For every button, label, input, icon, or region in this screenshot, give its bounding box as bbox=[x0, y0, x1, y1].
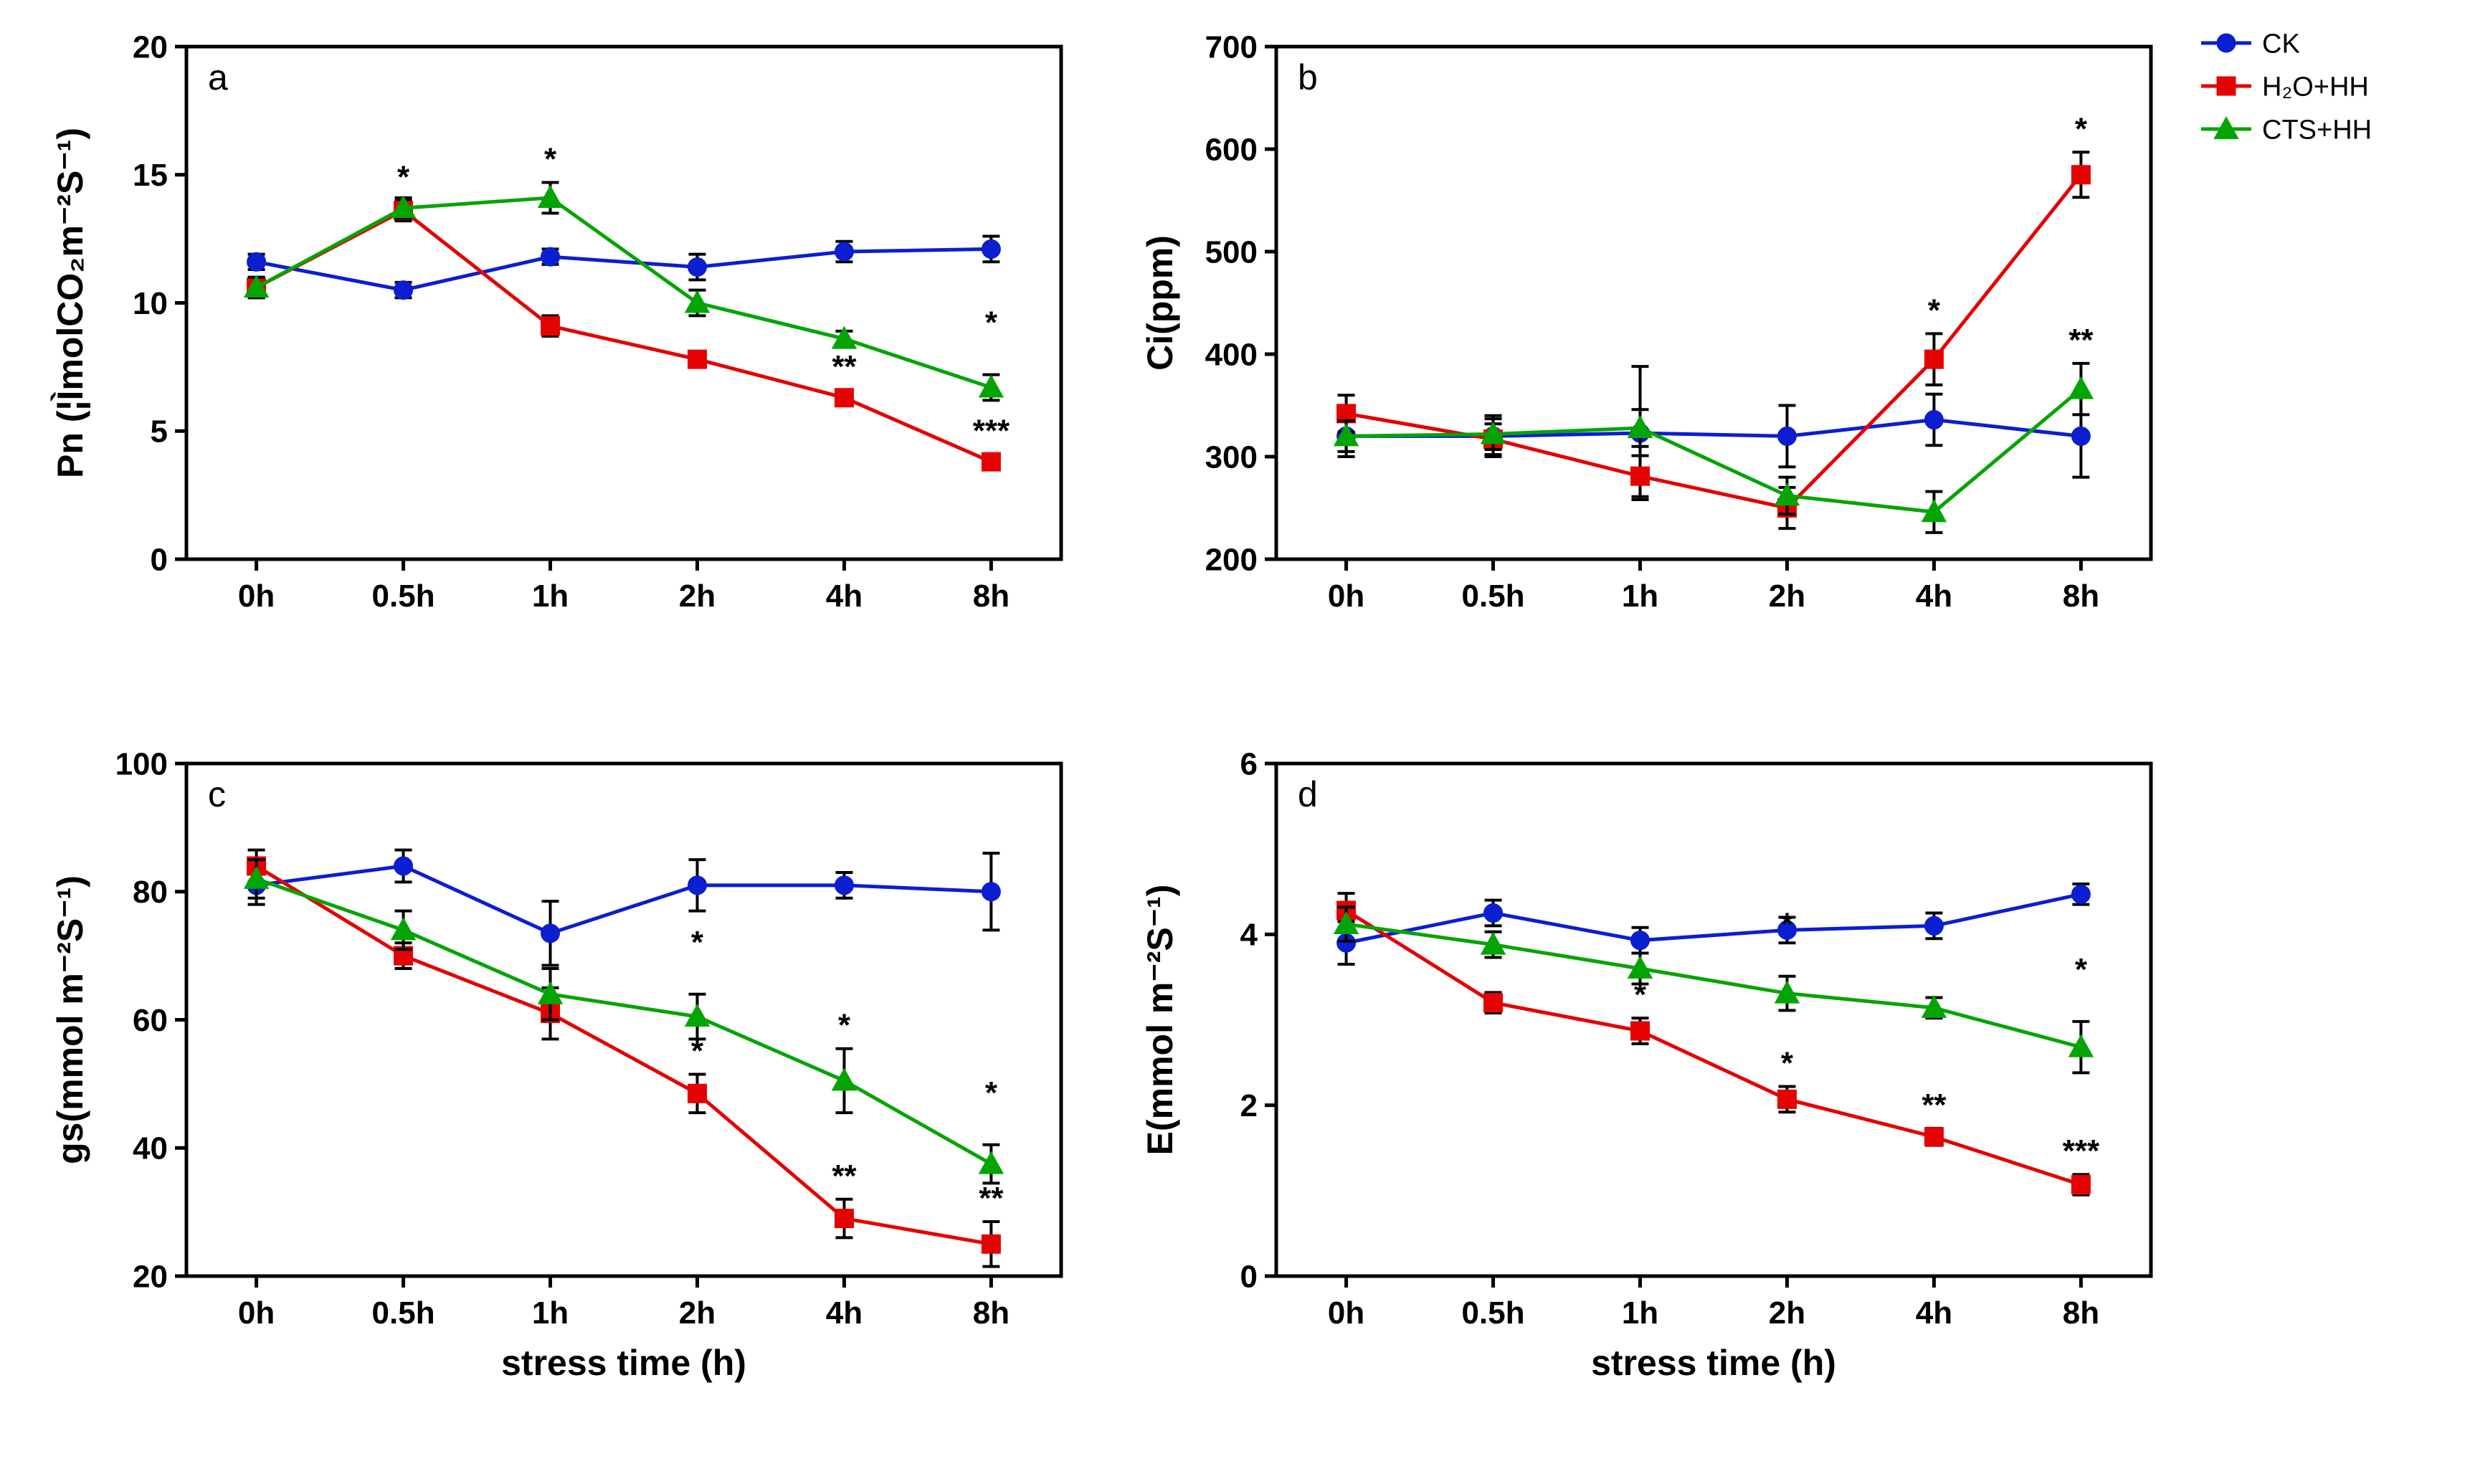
svg-text:8h: 8h bbox=[973, 1295, 1010, 1331]
svg-text:d: d bbox=[1298, 774, 1318, 814]
svg-text:*: * bbox=[691, 925, 704, 960]
legend: CK H₂O+HH CTS+HH bbox=[2201, 29, 2372, 145]
svg-text:100: 100 bbox=[115, 746, 168, 781]
svg-text:*: * bbox=[2075, 111, 2088, 146]
svg-text:0: 0 bbox=[151, 542, 168, 577]
svg-text:0.5h: 0.5h bbox=[1462, 1295, 1525, 1331]
svg-text:8h: 8h bbox=[2063, 1295, 2099, 1331]
series-CK bbox=[1337, 884, 2091, 964]
svg-text:4h: 4h bbox=[826, 579, 863, 614]
svg-text:0.5h: 0.5h bbox=[372, 579, 435, 614]
svg-text:300: 300 bbox=[1205, 439, 1258, 475]
svg-text:1h: 1h bbox=[532, 579, 569, 614]
svg-text:1h: 1h bbox=[1622, 579, 1658, 614]
svg-text:0.5h: 0.5h bbox=[372, 1295, 435, 1331]
figure-svg: 05101520Pn (¦ÌmolCO₂m⁻²S⁻¹)0h0.5h1h2h4h8… bbox=[0, 0, 2470, 1484]
series-CTS+HH: ** bbox=[1334, 907, 2094, 1073]
svg-text:0: 0 bbox=[1240, 1259, 1258, 1294]
svg-text:400: 400 bbox=[1205, 337, 1258, 372]
svg-text:2: 2 bbox=[1240, 1088, 1258, 1123]
svg-text:**: ** bbox=[979, 1181, 1004, 1216]
svg-text:b: b bbox=[1298, 57, 1318, 97]
svg-text:H₂O+HH: H₂O+HH bbox=[2262, 72, 2369, 102]
svg-text:Ci(ppm): Ci(ppm) bbox=[1140, 235, 1180, 371]
svg-text:a: a bbox=[208, 57, 228, 97]
svg-text:6: 6 bbox=[1240, 746, 1258, 781]
series-CTS+HH: ** bbox=[244, 141, 1004, 400]
svg-text:0h: 0h bbox=[1328, 1295, 1364, 1331]
svg-text:*: * bbox=[985, 305, 998, 341]
svg-text:***: *** bbox=[2063, 1133, 2100, 1169]
svg-text:15: 15 bbox=[133, 158, 168, 193]
svg-text:0h: 0h bbox=[238, 579, 275, 614]
svg-text:CTS+HH: CTS+HH bbox=[2262, 115, 2372, 145]
svg-text:*: * bbox=[1781, 1045, 1794, 1080]
svg-text:*: * bbox=[544, 141, 557, 176]
svg-text:**: ** bbox=[832, 1159, 857, 1194]
svg-text:**: ** bbox=[832, 349, 857, 384]
svg-text:4h: 4h bbox=[826, 1295, 863, 1331]
svg-text:40: 40 bbox=[133, 1131, 168, 1166]
svg-text:4: 4 bbox=[1240, 918, 1258, 953]
svg-text:gs(mmol m⁻²S⁻¹): gs(mmol m⁻²S⁻¹) bbox=[50, 875, 90, 1164]
svg-text:2h: 2h bbox=[679, 1295, 716, 1331]
svg-text:20: 20 bbox=[133, 29, 168, 65]
svg-text:4h: 4h bbox=[1916, 579, 1952, 614]
svg-text:stress time (h): stress time (h) bbox=[1591, 1343, 1836, 1383]
series-CTS+HH: ** bbox=[1334, 323, 2094, 533]
svg-text:*: * bbox=[2075, 952, 2088, 987]
series-CK bbox=[247, 850, 1001, 966]
svg-text:CK: CK bbox=[2262, 29, 2300, 59]
panel-d: 0 2 4 6 E(mmol m⁻²S⁻¹) 0h 0.5h 1h 2h 4h 8h stress t… bbox=[1140, 746, 2151, 1383]
svg-text:stress time (h): stress time (h) bbox=[501, 1343, 746, 1383]
svg-text:60: 60 bbox=[133, 1003, 168, 1038]
svg-text:10: 10 bbox=[133, 286, 168, 321]
svg-text:*: * bbox=[1928, 292, 1941, 328]
svg-text:*: * bbox=[1781, 907, 1794, 942]
svg-text:2h: 2h bbox=[1769, 1295, 1805, 1331]
svg-text:80: 80 bbox=[133, 875, 168, 910]
svg-text:0h: 0h bbox=[238, 1295, 275, 1331]
svg-text:1h: 1h bbox=[1622, 1295, 1658, 1331]
figure: 05101520Pn (¦ÌmolCO₂m⁻²S⁻¹)0h0.5h1h2h4h8… bbox=[0, 0, 2470, 1484]
svg-text:**: ** bbox=[2068, 323, 2094, 358]
series-CK bbox=[247, 237, 1001, 300]
panel-a: 0 5 10 15 20 Pn (¦ÌmolCO₂m⁻²S⁻¹) 0h 0.5h 1h 2h 4h 8… bbox=[50, 29, 1061, 614]
svg-text:*: * bbox=[985, 1075, 998, 1110]
svg-text:200: 200 bbox=[1205, 542, 1258, 577]
svg-text:8h: 8h bbox=[973, 579, 1010, 614]
svg-text:Pn (¦ÌmolCO₂m⁻²S⁻¹): Pn (¦ÌmolCO₂m⁻²S⁻¹) bbox=[50, 128, 90, 478]
svg-text:2h: 2h bbox=[679, 579, 716, 614]
svg-text:2h: 2h bbox=[1769, 579, 1805, 614]
panel-c: 20 40 60 80 100 gs(mmol m⁻²S⁻¹) 0h 0.5h 1h 2h 4h 8h… bbox=[50, 746, 1061, 1383]
svg-text:600: 600 bbox=[1205, 132, 1258, 167]
series-H2O+HH: ***** bbox=[247, 850, 1004, 1267]
svg-text:*: * bbox=[838, 1008, 851, 1043]
svg-text:8h: 8h bbox=[2063, 579, 2099, 614]
panel-b: 200 300 400 500 600 700 Ci(ppm) 0h 0.5h 1h 2h 4h 8h b… bbox=[1140, 29, 2151, 614]
svg-text:4h: 4h bbox=[1916, 1295, 1952, 1331]
series-H2O+HH: ****** bbox=[247, 160, 1010, 472]
series-H2O+HH: ** bbox=[1337, 111, 2091, 528]
svg-text:*: * bbox=[397, 160, 410, 195]
svg-text:20: 20 bbox=[133, 1259, 168, 1294]
svg-text:c: c bbox=[208, 774, 226, 814]
svg-text:700: 700 bbox=[1205, 29, 1258, 65]
svg-text:1h: 1h bbox=[532, 1295, 569, 1331]
svg-text:***: *** bbox=[973, 413, 1010, 448]
svg-text:0h: 0h bbox=[1328, 579, 1364, 614]
svg-text:E(mmol m⁻²S⁻¹): E(mmol m⁻²S⁻¹) bbox=[1140, 885, 1180, 1156]
svg-text:0.5h: 0.5h bbox=[1462, 579, 1525, 614]
svg-text:**: ** bbox=[1922, 1088, 1947, 1123]
svg-text:5: 5 bbox=[151, 414, 168, 450]
svg-text:500: 500 bbox=[1205, 234, 1258, 270]
